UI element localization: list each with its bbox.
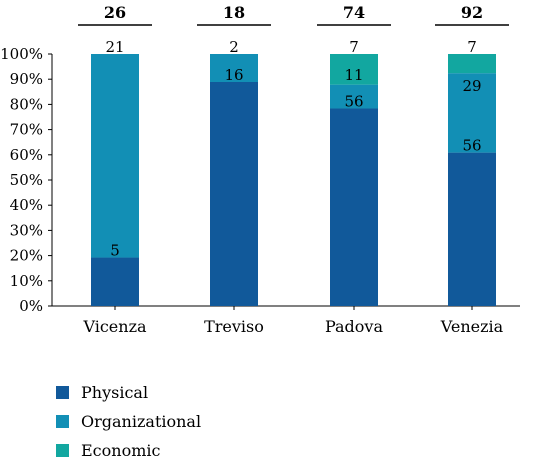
bar-segment-physical bbox=[448, 152, 496, 306]
legend-label: Organizational bbox=[81, 412, 202, 431]
stacked-bar-chart: 0% 10% 20% 30% 40% 50% 60% 70% 80% 90% 100% Vicenza… bbox=[0, 3, 520, 336]
legend-swatch bbox=[56, 415, 69, 428]
category-label: Treviso bbox=[204, 317, 264, 336]
total-label: 92 bbox=[461, 3, 483, 22]
y-tick-label: 90% bbox=[10, 70, 43, 88]
data-label: 2 bbox=[229, 38, 239, 56]
category-label: Padova bbox=[325, 317, 384, 336]
legend-item-economic: Economic bbox=[56, 436, 201, 465]
data-label: 7 bbox=[349, 38, 359, 56]
bar-segment-organizational bbox=[210, 54, 258, 82]
y-tick-label: 80% bbox=[10, 95, 43, 113]
data-label: 5 bbox=[110, 242, 120, 260]
data-label: 16 bbox=[224, 66, 243, 84]
category-label: Venezia bbox=[440, 317, 504, 336]
total-label: 26 bbox=[104, 3, 126, 22]
data-label: 29 bbox=[462, 77, 481, 95]
y-tick-label: 60% bbox=[10, 146, 43, 164]
y-tick-label: 40% bbox=[10, 196, 43, 214]
total-label: 74 bbox=[343, 3, 365, 22]
legend-swatch bbox=[56, 444, 69, 457]
y-tick-label: 70% bbox=[10, 121, 43, 139]
bar-segment-physical bbox=[91, 257, 139, 306]
y-tick-label: 0% bbox=[19, 297, 43, 315]
data-label: 56 bbox=[462, 137, 481, 155]
legend: Physical Organizational Economic bbox=[56, 378, 201, 465]
data-label: 11 bbox=[344, 66, 363, 84]
y-tick-label: 20% bbox=[10, 247, 43, 265]
y-tick-label: 50% bbox=[10, 171, 43, 189]
category-label: Vicenza bbox=[82, 317, 147, 336]
bar-segment-organizational bbox=[448, 73, 496, 153]
legend-label: Physical bbox=[81, 383, 149, 402]
legend-swatch bbox=[56, 386, 69, 399]
y-tick-label: 30% bbox=[10, 221, 43, 239]
bar-segment-organizational bbox=[330, 84, 378, 109]
bar-segment-economic bbox=[448, 54, 496, 74]
y-tick-label: 10% bbox=[10, 272, 43, 290]
bar-segment-economic bbox=[330, 54, 378, 85]
y-tick-label: 100% bbox=[0, 45, 43, 63]
legend-item-organizational: Organizational bbox=[56, 407, 201, 436]
legend-item-physical: Physical bbox=[56, 378, 201, 407]
data-label: 7 bbox=[467, 38, 477, 56]
bar-segment-physical bbox=[210, 82, 258, 306]
bar-segment-organizational bbox=[91, 54, 139, 258]
total-label: 18 bbox=[223, 3, 245, 22]
legend-label: Economic bbox=[81, 441, 161, 460]
data-label: 21 bbox=[105, 38, 124, 56]
bar-segment-physical bbox=[330, 108, 378, 307]
data-label: 56 bbox=[344, 92, 363, 110]
